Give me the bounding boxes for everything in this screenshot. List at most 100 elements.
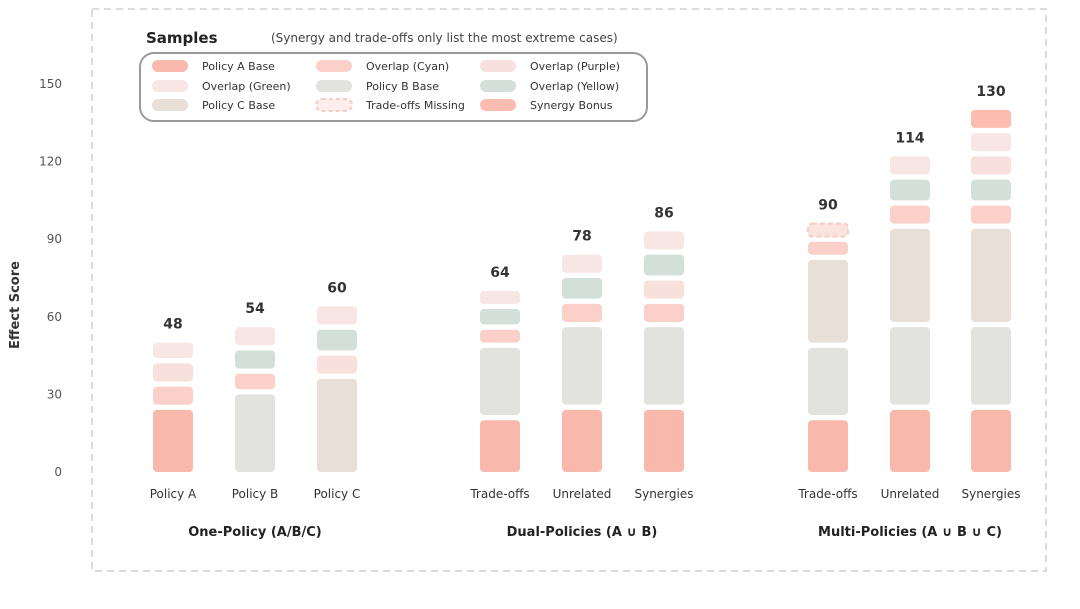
category-label: Synergies	[961, 487, 1020, 501]
bar-segment-overlap-yellow	[317, 329, 357, 351]
bar-segment-overlap-cyan	[644, 303, 684, 322]
bar-segment-overlap-cyan	[808, 241, 848, 255]
bar-segment-overlap-cyan	[971, 205, 1011, 224]
legend-item-synergy-bonus: Synergy Bonus	[480, 99, 613, 112]
bar-total-label: 60	[327, 280, 347, 296]
bar-total-label: 114	[895, 130, 924, 146]
legend-label: Overlap (Green)	[202, 80, 291, 93]
category-label: Policy A	[150, 487, 197, 501]
legend-item-policy-c-base: Policy C Base	[152, 99, 275, 112]
bar-segment-policy-c-base	[971, 228, 1011, 322]
bar-segment-overlap-green	[890, 156, 930, 175]
bar-segment-policy-b-base	[808, 347, 848, 416]
bar-segment-policy-b-base	[644, 327, 684, 405]
legend-label: Policy C Base	[202, 99, 275, 112]
group-label: Dual-Policies (A ∪ B)	[507, 525, 658, 540]
legend-label: Synergy Bonus	[530, 99, 613, 112]
legend-item-tradeoffs-missing: Trade-offs Missing	[315, 98, 465, 112]
legend-item-overlap-green: Overlap (Green)	[152, 80, 291, 93]
legend-label: Policy B Base	[366, 80, 439, 93]
stacked-bar: 114 Unrelated	[881, 130, 940, 501]
bar-segment-overlap-purple	[644, 280, 684, 299]
legend-label: Overlap (Yellow)	[530, 80, 619, 93]
bar-segment-overlap-purple	[317, 355, 357, 374]
legend-swatch	[152, 99, 188, 111]
bar-segment-overlap-green	[153, 342, 193, 359]
group-label: Multi-Policies (A ∪ B ∪ C)	[818, 525, 1002, 540]
bar-segment-overlap-yellow	[562, 277, 602, 299]
bar-segment-policy-c-base	[890, 228, 930, 322]
legend-items: Policy A Base Overlap (Cyan) Overlap (Purp…	[152, 60, 620, 112]
y-ticks: 0 30 60 90 120 150	[39, 77, 62, 479]
bar-segment-policy-b-base	[971, 327, 1011, 405]
stacked-bar: 64 Trade-offs	[469, 265, 529, 501]
y-tick-label: 60	[47, 310, 62, 324]
bar-segment-tradeoffs-missing	[807, 222, 849, 238]
bar-segment-policy-a-base	[480, 420, 520, 472]
bar-total-label: 130	[976, 84, 1005, 100]
legend-swatch	[480, 99, 516, 111]
legend-swatch	[316, 80, 352, 92]
y-tick-label: 150	[39, 77, 62, 91]
legend-item-policy-a-base: Policy A Base	[152, 60, 275, 73]
bar-segment-policy-a-base	[808, 420, 848, 472]
bar-segment-overlap-yellow	[480, 309, 520, 325]
bar-segment-overlap-cyan	[480, 329, 520, 343]
legend-swatch	[316, 60, 352, 72]
bar-segment-overlap-yellow	[644, 254, 684, 276]
y-tick-label: 90	[47, 232, 62, 246]
legend-box	[139, 52, 648, 122]
stacked-bar: 130 Synergies	[961, 84, 1020, 501]
bar-total-label: 90	[818, 198, 838, 214]
legend-swatch	[152, 80, 188, 92]
y-tick-label: 0	[54, 465, 62, 479]
bar-total-label: 64	[490, 265, 510, 281]
bar-total-label: 48	[163, 317, 182, 333]
bar-total-label: 78	[572, 229, 591, 245]
bar-total-label: 86	[654, 205, 673, 221]
legend-note: (Synergy and trade-offs only list the mo…	[271, 31, 618, 45]
category-label: Policy B	[232, 487, 279, 501]
bar-segment-overlap-green	[317, 306, 357, 325]
stacked-bar: 90 Trade-offs	[797, 198, 857, 501]
legend-label: Trade-offs Missing	[365, 99, 465, 112]
bar-segment-overlap-green	[562, 254, 602, 273]
category-label: Synergies	[634, 487, 693, 501]
bar-segment-policy-c-base	[808, 259, 848, 343]
legend: Samples (Synergy and trade-offs only lis…	[139, 29, 648, 122]
bar-segment-overlap-green	[480, 290, 520, 304]
bar-segment-overlap-cyan	[890, 205, 930, 224]
bar-segment-overlap-cyan	[153, 386, 193, 405]
legend-label: Overlap (Cyan)	[366, 60, 449, 73]
legend-item-overlap-cyan: Overlap (Cyan)	[316, 60, 449, 73]
legend-title: Samples	[146, 29, 218, 47]
legend-swatch	[152, 60, 188, 72]
legend-label: Policy A Base	[202, 60, 275, 73]
bar-segment-overlap-green	[971, 133, 1011, 152]
group-label: One-Policy (A/B/C)	[188, 525, 322, 540]
category-label: Trade-offs	[797, 487, 857, 501]
stacked-bar: 78 Unrelated	[553, 229, 612, 501]
bar-segment-overlap-green	[235, 327, 275, 346]
category-label: Unrelated	[553, 487, 612, 501]
stacked-bar: 54 Policy B	[232, 301, 279, 501]
bars-layer: 48 Policy A 54 Policy B 60 Policy C One-Policy…	[150, 84, 1021, 540]
legend-label: Overlap (Purple)	[530, 60, 620, 73]
bar-group: 90 Trade-offs 114 Unrelated 130 Synergies Mult…	[797, 84, 1020, 540]
y-tick-label: 30	[47, 387, 62, 401]
bar-segment-overlap-purple	[153, 363, 193, 382]
stacked-bar: 48 Policy A	[150, 317, 197, 501]
chart-frame	[91, 8, 1047, 572]
bar-segment-policy-b-base	[562, 327, 602, 405]
bar-group: 64 Trade-offs 78 Unrelated 86 Synergies Dual-P…	[469, 205, 693, 540]
bar-segment-overlap-yellow	[890, 179, 930, 201]
bar-segment-overlap-yellow	[235, 350, 275, 369]
bar-group: 48 Policy A 54 Policy B 60 Policy C One-Policy…	[150, 280, 361, 540]
bar-segment-synergy-bonus	[971, 109, 1011, 128]
bar-segment-overlap-cyan	[235, 373, 275, 390]
bar-segment-overlap-green	[644, 231, 684, 250]
bar-total-label: 54	[245, 301, 265, 317]
bar-segment-policy-a-base	[971, 409, 1011, 472]
bar-segment-overlap-cyan	[562, 303, 602, 322]
